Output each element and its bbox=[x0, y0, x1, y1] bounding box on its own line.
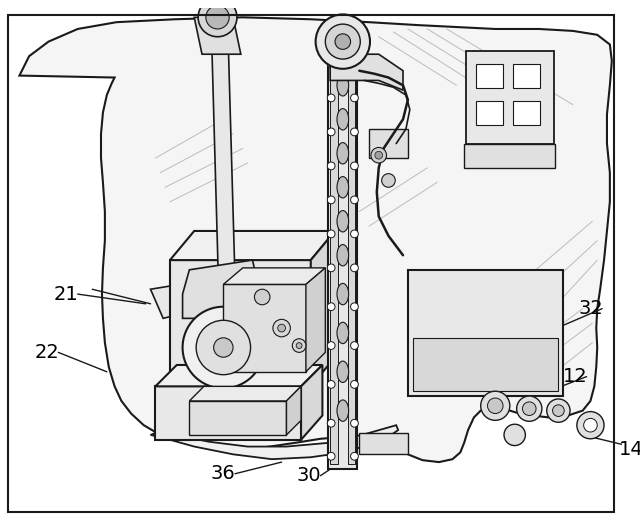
Polygon shape bbox=[19, 17, 612, 462]
Polygon shape bbox=[408, 270, 563, 396]
Polygon shape bbox=[170, 260, 311, 386]
Circle shape bbox=[292, 339, 306, 353]
Circle shape bbox=[351, 162, 358, 170]
Circle shape bbox=[351, 128, 358, 136]
Polygon shape bbox=[223, 285, 306, 372]
Circle shape bbox=[296, 343, 302, 348]
Polygon shape bbox=[348, 56, 355, 464]
Polygon shape bbox=[150, 425, 398, 459]
Polygon shape bbox=[150, 278, 221, 318]
Circle shape bbox=[375, 151, 383, 159]
Circle shape bbox=[325, 24, 360, 59]
Text: 12: 12 bbox=[563, 367, 588, 386]
Circle shape bbox=[381, 174, 396, 187]
Bar bbox=[359, 433, 408, 454]
Polygon shape bbox=[287, 386, 301, 435]
Circle shape bbox=[371, 148, 387, 163]
Text: 30: 30 bbox=[296, 466, 321, 485]
Circle shape bbox=[351, 264, 358, 272]
Circle shape bbox=[351, 419, 358, 427]
Ellipse shape bbox=[337, 177, 349, 198]
Text: 14: 14 bbox=[619, 440, 640, 459]
Polygon shape bbox=[301, 365, 323, 440]
Bar bbox=[513, 64, 540, 88]
Ellipse shape bbox=[337, 322, 349, 344]
Polygon shape bbox=[194, 17, 241, 54]
Circle shape bbox=[552, 405, 564, 416]
Polygon shape bbox=[330, 56, 338, 464]
Polygon shape bbox=[369, 129, 408, 158]
Circle shape bbox=[316, 14, 370, 69]
Circle shape bbox=[351, 230, 358, 238]
Polygon shape bbox=[212, 42, 235, 285]
Ellipse shape bbox=[337, 75, 349, 96]
Circle shape bbox=[351, 94, 358, 102]
Circle shape bbox=[327, 264, 335, 272]
Circle shape bbox=[577, 412, 604, 439]
Polygon shape bbox=[306, 268, 325, 372]
Circle shape bbox=[327, 128, 335, 136]
Polygon shape bbox=[156, 365, 323, 386]
Circle shape bbox=[522, 402, 536, 415]
Polygon shape bbox=[156, 386, 301, 440]
Ellipse shape bbox=[337, 400, 349, 421]
Circle shape bbox=[516, 396, 542, 421]
Circle shape bbox=[481, 391, 510, 421]
Circle shape bbox=[351, 341, 358, 349]
Circle shape bbox=[327, 60, 335, 68]
Ellipse shape bbox=[337, 361, 349, 383]
Polygon shape bbox=[223, 268, 325, 285]
Text: 22: 22 bbox=[34, 343, 59, 362]
Text: 36: 36 bbox=[211, 464, 236, 483]
Circle shape bbox=[351, 303, 358, 310]
Circle shape bbox=[327, 452, 335, 460]
Circle shape bbox=[198, 0, 237, 37]
Circle shape bbox=[327, 94, 335, 102]
Bar bbox=[476, 64, 503, 88]
Circle shape bbox=[327, 419, 335, 427]
Circle shape bbox=[327, 303, 335, 310]
Ellipse shape bbox=[337, 284, 349, 305]
Circle shape bbox=[327, 196, 335, 204]
Circle shape bbox=[327, 341, 335, 349]
Circle shape bbox=[196, 320, 250, 375]
Text: 21: 21 bbox=[54, 285, 79, 304]
Circle shape bbox=[547, 399, 570, 422]
Circle shape bbox=[584, 418, 597, 432]
Polygon shape bbox=[311, 231, 335, 386]
Circle shape bbox=[327, 380, 335, 388]
Circle shape bbox=[488, 398, 503, 414]
Circle shape bbox=[206, 6, 229, 29]
Circle shape bbox=[351, 380, 358, 388]
Text: 32: 32 bbox=[578, 299, 603, 318]
Circle shape bbox=[351, 196, 358, 204]
Circle shape bbox=[335, 34, 351, 50]
Polygon shape bbox=[328, 51, 357, 469]
Polygon shape bbox=[189, 401, 287, 435]
Circle shape bbox=[255, 289, 270, 305]
Circle shape bbox=[214, 338, 233, 357]
Bar bbox=[513, 101, 540, 125]
Circle shape bbox=[278, 324, 285, 332]
Polygon shape bbox=[466, 51, 554, 143]
Circle shape bbox=[182, 307, 264, 388]
Circle shape bbox=[327, 230, 335, 238]
Circle shape bbox=[327, 162, 335, 170]
Ellipse shape bbox=[337, 211, 349, 232]
Polygon shape bbox=[170, 231, 335, 260]
Circle shape bbox=[504, 424, 525, 446]
Polygon shape bbox=[330, 54, 403, 90]
Ellipse shape bbox=[337, 143, 349, 164]
Circle shape bbox=[351, 452, 358, 460]
Circle shape bbox=[351, 60, 358, 68]
Polygon shape bbox=[413, 338, 559, 391]
Circle shape bbox=[273, 319, 291, 337]
Ellipse shape bbox=[337, 245, 349, 266]
Ellipse shape bbox=[337, 109, 349, 130]
Bar bbox=[476, 101, 503, 125]
Polygon shape bbox=[182, 260, 260, 318]
Polygon shape bbox=[189, 386, 301, 401]
Polygon shape bbox=[464, 143, 556, 168]
